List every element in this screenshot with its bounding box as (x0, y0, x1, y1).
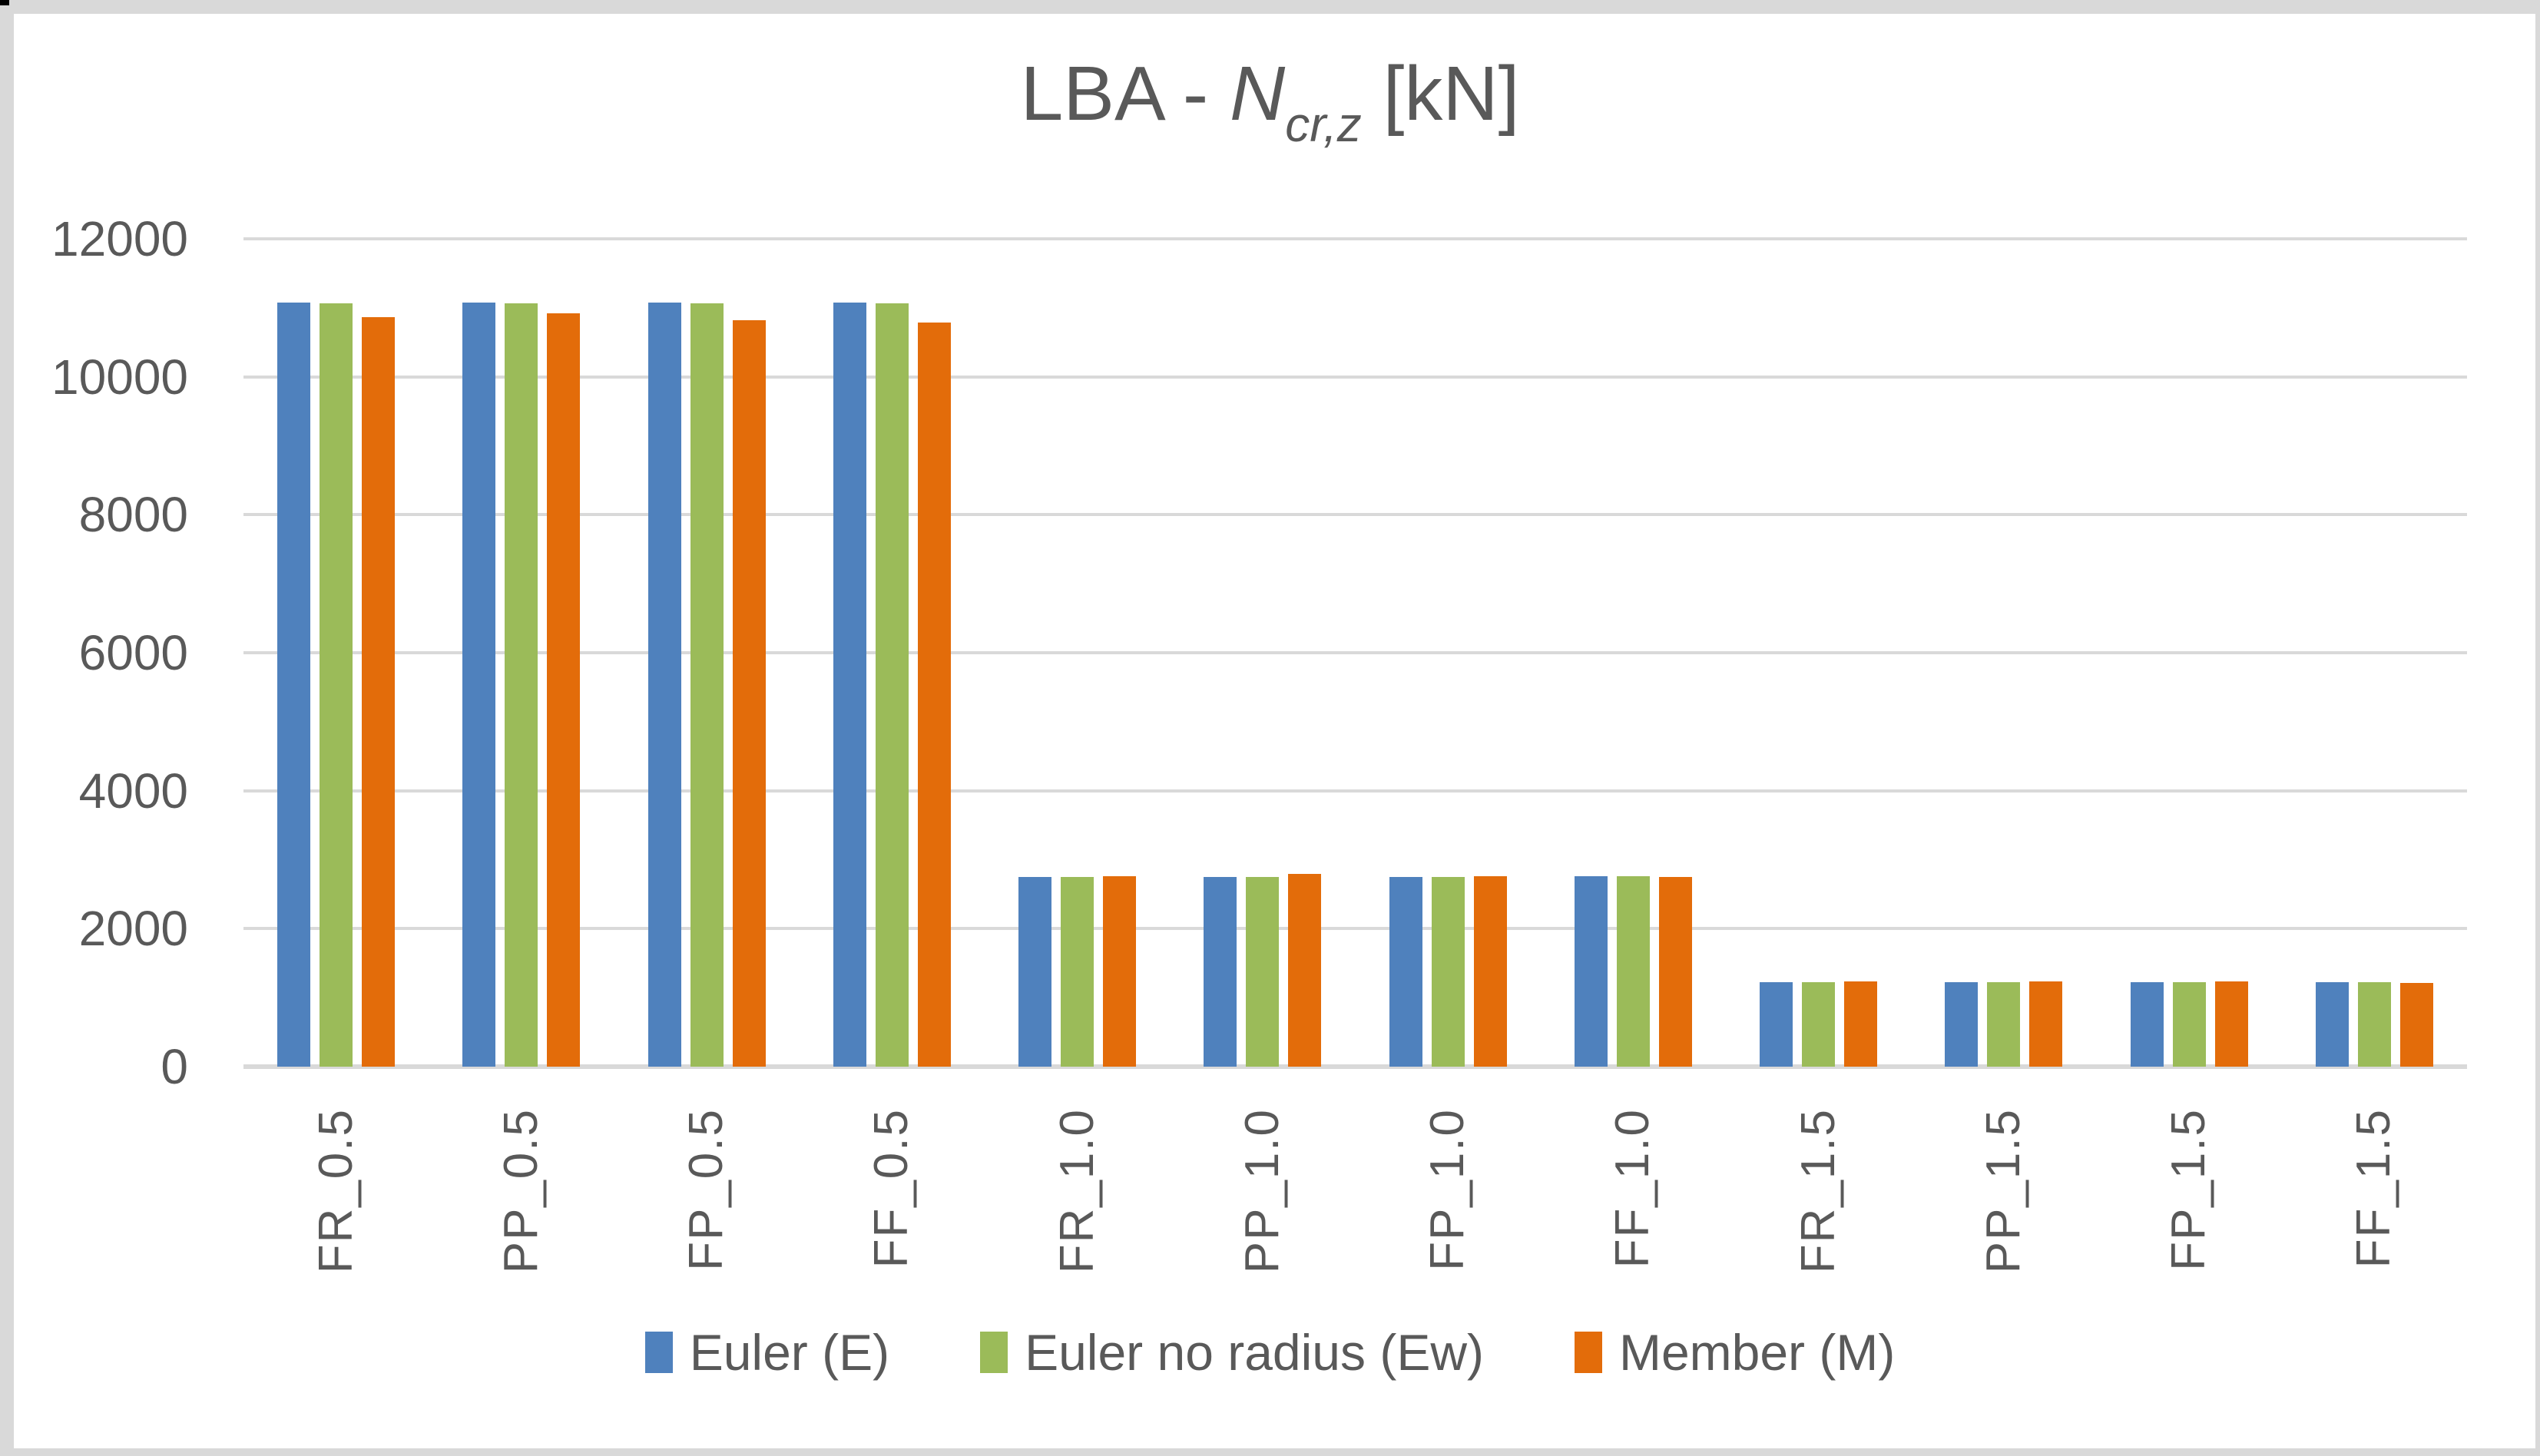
y-axis-label-6000: 6000 (78, 625, 188, 680)
bar-euler-no-radius-ew-FF_1.5 (2357, 981, 2391, 1067)
x-axis-label-PP_1.0: PP_1.0 (1235, 1108, 1289, 1274)
legend-label: Euler (E) (689, 1324, 890, 1381)
title-suffix: [kN] (1361, 51, 1520, 137)
bar-euler-e-FR_1.0 (1018, 876, 1052, 1067)
bar-euler-e-FP_1.5 (2130, 981, 2164, 1067)
bar-member-m-PP_1.0 (1288, 874, 1322, 1067)
bar-euler-no-radius-ew-FP_0.5 (690, 303, 724, 1067)
legend-marker (1574, 1332, 1602, 1373)
bar-euler-e-FF_1.0 (1574, 876, 1608, 1067)
title-prefix: LBA - (1020, 51, 1230, 137)
legend-item-euler-no-radius-ew: Euler no radius (Ew) (980, 1322, 1484, 1382)
x-axis-label-FR_1.5: FR_1.5 (1791, 1108, 1845, 1274)
bar-euler-e-PP_0.5 (462, 302, 496, 1067)
legend-label: Euler no radius (Ew) (1025, 1324, 1484, 1381)
bar-member-m-FR_1.0 (1103, 876, 1137, 1067)
gridline-6000 (243, 651, 2467, 654)
y-axis-label-10000: 10000 (51, 349, 188, 405)
bar-euler-no-radius-ew-PP_1.0 (1246, 876, 1280, 1067)
legend-item-member-m: Member (M) (1574, 1322, 1896, 1382)
title-subscript: cr,z (1285, 97, 1362, 152)
bar-euler-e-FF_0.5 (833, 302, 866, 1067)
bar-member-m-FF_1.5 (2399, 983, 2433, 1067)
x-axis-label-PP_0.5: PP_0.5 (494, 1108, 548, 1274)
bar-euler-e-FR_1.5 (1760, 981, 1793, 1067)
y-axis-label-4000: 4000 (78, 763, 188, 819)
legend-marker (980, 1332, 1008, 1373)
bar-euler-no-radius-ew-FR_0.5 (320, 303, 353, 1067)
bar-member-m-FP_0.5 (732, 320, 766, 1067)
bar-member-m-FR_1.5 (1844, 981, 1878, 1067)
bar-euler-no-radius-ew-FF_1.0 (1616, 876, 1650, 1067)
legend-item-euler-e: Euler (E) (644, 1322, 890, 1382)
bar-euler-e-FR_0.5 (277, 302, 311, 1067)
gridline-0 (243, 1064, 2467, 1069)
y-axis-label-8000: 8000 (78, 487, 188, 543)
bar-member-m-FP_1.5 (2214, 981, 2248, 1067)
bar-euler-no-radius-ew-FP_1.5 (2172, 981, 2206, 1067)
bar-euler-e-PP_1.5 (1945, 981, 1979, 1067)
title-variable: N (1230, 51, 1286, 137)
chart-background (14, 14, 2535, 1448)
bar-member-m-FF_1.0 (1658, 877, 1692, 1067)
x-axis-label-FF_0.5: FF_0.5 (865, 1108, 919, 1269)
x-axis-label-FR_0.5: FR_0.5 (309, 1108, 363, 1274)
x-axis-label-FP_1.0: FP_1.0 (1421, 1108, 1475, 1271)
x-axis-label-FF_1.0: FF_1.0 (1606, 1108, 1660, 1269)
legend-marker (644, 1332, 673, 1373)
screen-corner-artifact (0, 0, 9, 5)
bar-euler-no-radius-ew-PP_1.5 (1987, 981, 2021, 1067)
plot-area (243, 237, 2467, 1069)
bar-euler-no-radius-ew-FR_1.0 (1061, 876, 1094, 1067)
bar-euler-no-radius-ew-PP_0.5 (505, 303, 538, 1067)
chart-title: LBA - Ncr,z [kN] (0, 48, 2540, 149)
bar-member-m-FF_0.5 (917, 322, 951, 1067)
bar-euler-e-FP_1.0 (1389, 876, 1422, 1067)
gridline-10000 (243, 375, 2467, 379)
bar-euler-e-PP_1.0 (1204, 876, 1237, 1067)
x-axis-label-PP_1.5: PP_1.5 (1976, 1108, 2030, 1274)
y-axis-label-2000: 2000 (78, 901, 188, 957)
bar-euler-e-FF_1.5 (2315, 981, 2349, 1067)
gridline-4000 (243, 789, 2467, 793)
x-axis-label-FR_1.0: FR_1.0 (1050, 1108, 1104, 1274)
x-axis-label-FP_1.5: FP_1.5 (2162, 1108, 2216, 1271)
bar-euler-e-FP_0.5 (647, 302, 681, 1067)
gridline-8000 (243, 513, 2467, 517)
bar-member-m-FP_1.0 (1473, 876, 1507, 1067)
x-axis-label-FF_1.5: FF_1.5 (2347, 1108, 2401, 1269)
bar-euler-no-radius-ew-FP_1.0 (1431, 876, 1465, 1067)
legend: Euler (E) Euler no radius (Ew) Member (M) (0, 1322, 2540, 1382)
x-axis-label-FP_0.5: FP_0.5 (680, 1108, 734, 1271)
y-axis-label-12000: 12000 (51, 211, 188, 266)
gridline-2000 (243, 927, 2467, 931)
bar-euler-no-radius-ew-FF_0.5 (875, 303, 909, 1067)
y-axis-label-0: 0 (161, 1039, 188, 1094)
bar-member-m-FR_0.5 (362, 317, 396, 1067)
bar-euler-no-radius-ew-FR_1.5 (1802, 981, 1836, 1067)
legend-label: Member (M) (1618, 1324, 1896, 1381)
gridline-12000 (243, 237, 2467, 240)
bar-member-m-PP_0.5 (547, 313, 581, 1067)
bar-member-m-PP_1.5 (2029, 981, 2063, 1067)
